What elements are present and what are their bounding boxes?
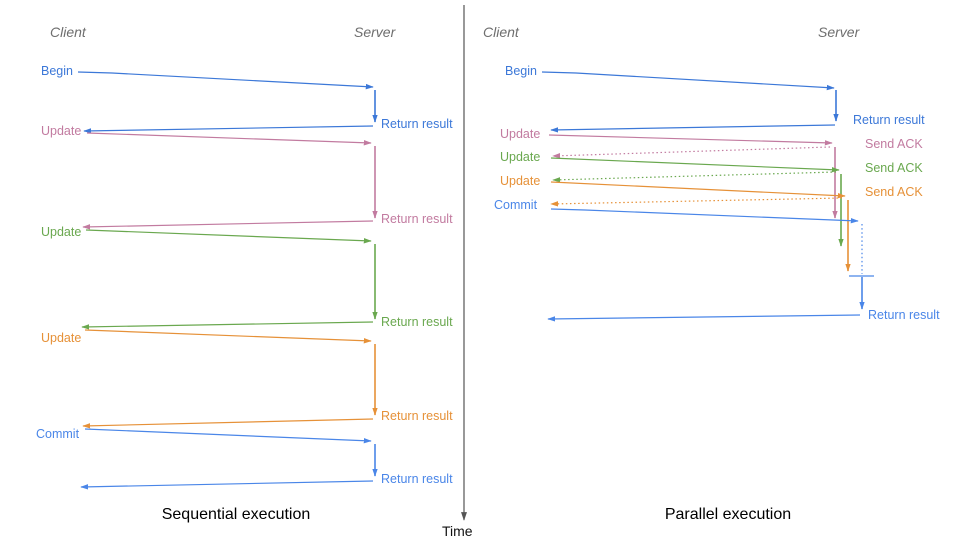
seq-update1-label: Update (41, 124, 82, 138)
seq-update3-response-label: Return result (381, 409, 453, 423)
seq-update1-response-line (82, 220, 374, 230)
seq-update1-request-line (86, 132, 372, 146)
seq-client-label: Client (50, 24, 86, 40)
seq-update3-request-line (84, 329, 372, 344)
par-update3-label: Update (500, 174, 541, 188)
par-commit-request-line (550, 208, 859, 224)
par-begin-response-line (550, 124, 836, 133)
par-update1-request-line (548, 134, 833, 146)
sequential-diagram-lines (77, 71, 378, 490)
par-commit-response-line (547, 314, 861, 322)
par-begin-response-label: Return result (853, 113, 925, 127)
par-update1-label: Update (500, 127, 541, 141)
par-client-label: Client (483, 24, 519, 40)
seq-caption: Sequential execution (161, 506, 311, 523)
seq-update2-request-line (85, 229, 372, 244)
par-update1-ack-line (552, 146, 831, 159)
seq-update1-response-label: Return result (381, 212, 453, 226)
seq-commit-request-line (84, 428, 372, 444)
seq-update2-label: Update (41, 225, 82, 239)
seq-update3-label: Update (41, 331, 82, 345)
par-update1-ack-label: Send ACK (865, 137, 923, 151)
seq-update2-response-label: Return result (381, 315, 453, 329)
par-update3-ack-label: Send ACK (865, 185, 923, 199)
seq-begin-response-label: Return result (381, 117, 453, 131)
seq-server-label: Server (354, 24, 396, 40)
time-label: Time (442, 523, 473, 539)
par-update2-label: Update (500, 150, 541, 164)
par-update2-ack-label: Send ACK (865, 161, 923, 175)
seq-begin-response-line (83, 125, 374, 134)
parallel-diagram-lines (541, 71, 874, 322)
par-caption: Parallel execution (664, 506, 792, 523)
seq-commit-response-line (80, 480, 374, 490)
par-begin-request-line (541, 71, 835, 91)
par-update2-request-line (550, 157, 840, 173)
par-update3-ack-line (550, 197, 843, 207)
seq-update3-response-line (82, 418, 374, 429)
seq-commit-label: Commit (36, 427, 80, 441)
seq-commit-response-label: Return result (381, 472, 453, 486)
par-update2-ack-line (552, 171, 837, 183)
seq-begin-request-line (77, 71, 374, 90)
par-update3-request-line (550, 181, 846, 199)
par-commit-label: Commit (494, 198, 538, 212)
par-server-label: Server (818, 24, 860, 40)
par-begin-label: Begin (505, 64, 537, 78)
seq-update2-response-line (81, 321, 374, 330)
par-commit-response-label: Return result (868, 308, 940, 322)
seq-begin-label: Begin (41, 64, 73, 78)
